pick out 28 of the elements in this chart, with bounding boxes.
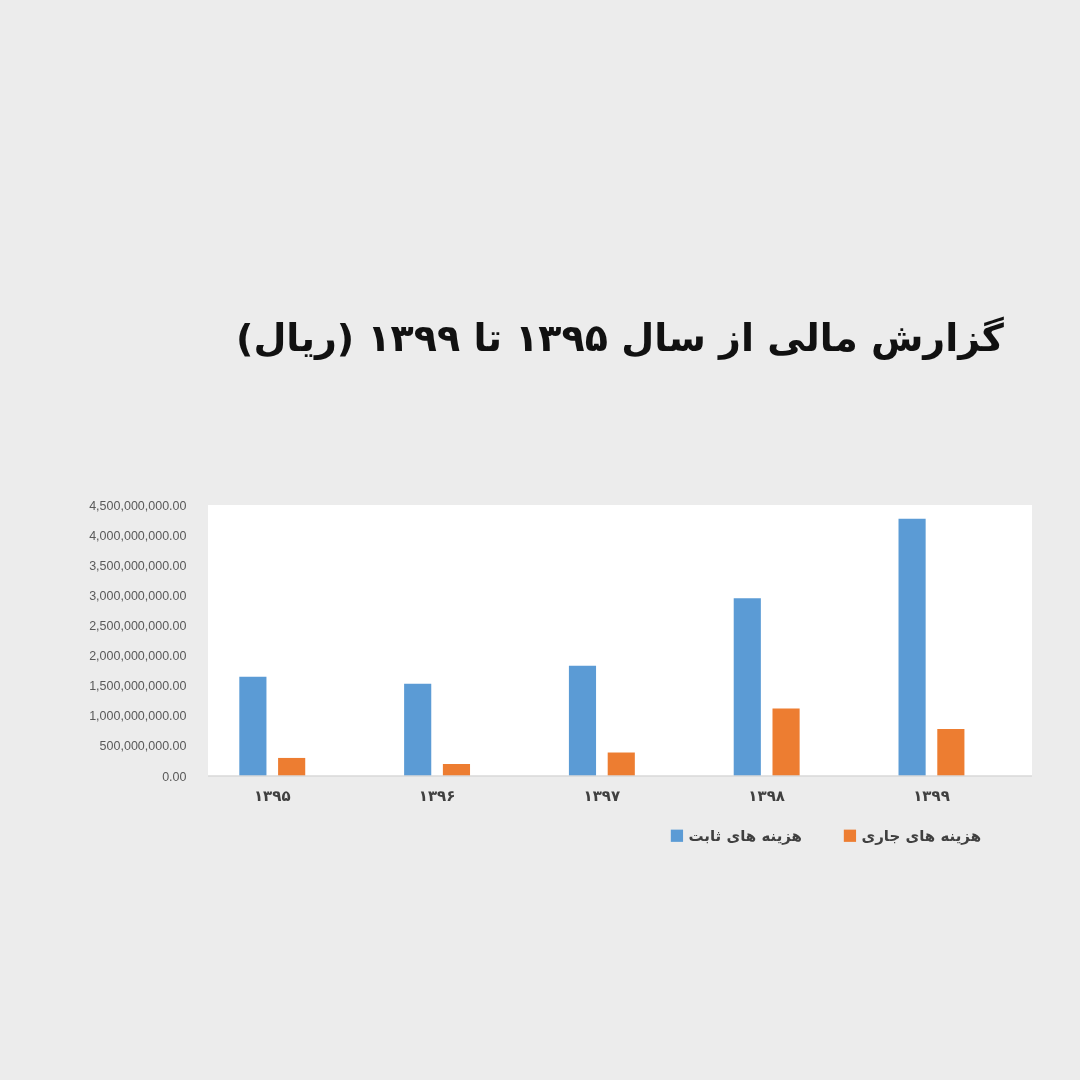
x-tick-label: ۱۳۹۶ bbox=[418, 786, 456, 805]
y-tick-label: 1,000,000,000.00 bbox=[89, 709, 187, 724]
bar bbox=[278, 757, 306, 776]
y-tick-label: 2,500,000,000.00 bbox=[89, 618, 187, 633]
x-tick-label: ۱۳۹۵ bbox=[253, 786, 291, 805]
chart-title: گزارش مالی از سال ۱۳۹۵ تا ۱۳۹۹ (ریال) bbox=[236, 316, 1005, 360]
x-tick-label: ۱۳۹۹ bbox=[913, 786, 950, 805]
bar bbox=[568, 665, 597, 776]
bar bbox=[607, 752, 635, 776]
bar bbox=[442, 763, 471, 776]
y-tick-label: 2,000,000,000.00 bbox=[89, 649, 187, 664]
legend-label: هزینه های جاری bbox=[861, 826, 982, 845]
y-tick-label: 1,500,000,000.00 bbox=[89, 679, 187, 694]
bar bbox=[404, 683, 432, 776]
bar bbox=[772, 708, 800, 776]
y-tick-label: 3,000,000,000.00 bbox=[89, 588, 187, 603]
bar bbox=[733, 598, 761, 776]
y-tick-label: 4,500,000,000.00 bbox=[89, 498, 187, 513]
bar bbox=[898, 518, 926, 776]
x-tick-label: ۱۳۹۷ bbox=[583, 786, 621, 805]
legend-label: هزینه های ثابت bbox=[688, 826, 803, 845]
bar bbox=[239, 676, 267, 776]
y-tick-label: 0.00 bbox=[162, 769, 187, 784]
bar bbox=[937, 729, 965, 776]
x-tick-label: ۱۳۹۸ bbox=[748, 786, 785, 805]
y-tick-label: 3,500,000,000.00 bbox=[89, 558, 187, 573]
y-tick-label: 500,000,000.00 bbox=[99, 739, 187, 754]
y-tick-label: 4,000,000,000.00 bbox=[89, 528, 187, 543]
